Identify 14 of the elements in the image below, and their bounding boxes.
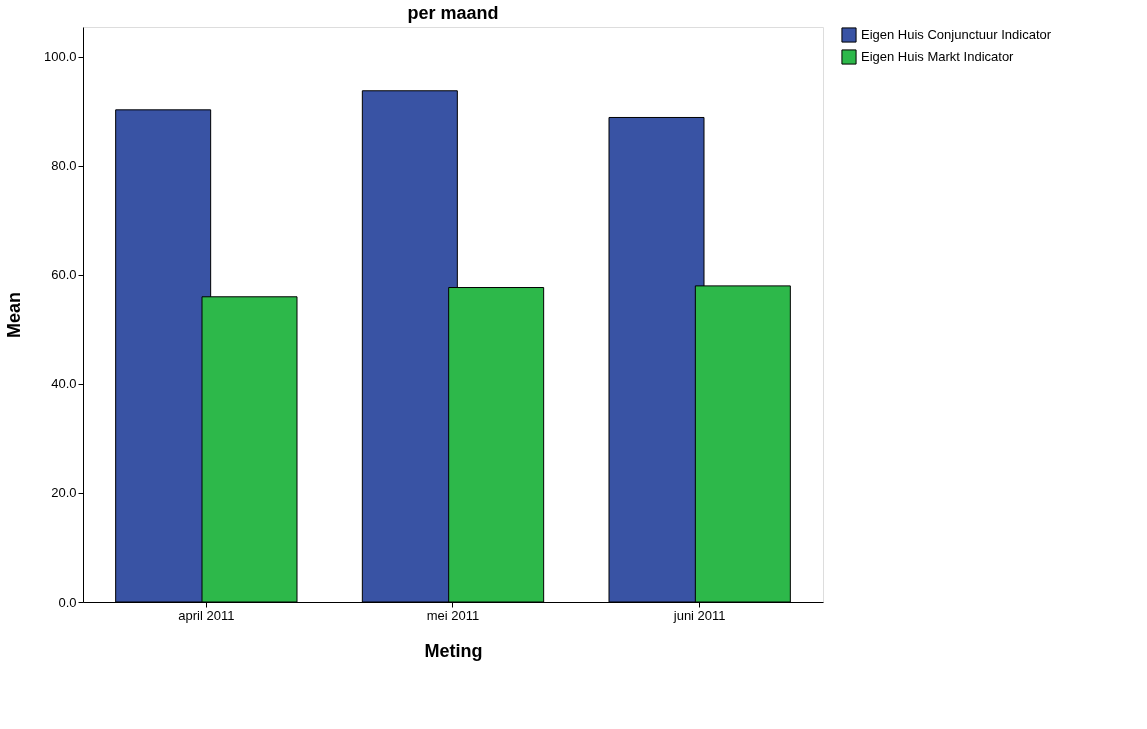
x-tick-label: mei 2011 <box>426 607 480 623</box>
y-tick-label: 60.0 <box>51 267 77 283</box>
y-tick-label: 0.0 <box>58 594 77 610</box>
y-tick-label: 20.0 <box>51 485 77 501</box>
chart-title: per maand <box>407 3 499 23</box>
x-tick-label: juni 2011 <box>672 607 726 623</box>
legend-label: Eigen Huis Markt Indicator <box>861 49 1015 64</box>
y-tick-label: 100.0 <box>43 49 77 65</box>
x-axis-title: Meting <box>424 640 483 661</box>
y-tick-label: 80.0 <box>51 158 77 174</box>
y-axis-title: Mean <box>3 291 24 339</box>
y-tick-label: 40.0 <box>51 376 77 392</box>
x-tick-label: april 2011 <box>178 607 235 623</box>
legend-label: Eigen Huis Conjunctuur Indicator <box>861 27 1052 42</box>
